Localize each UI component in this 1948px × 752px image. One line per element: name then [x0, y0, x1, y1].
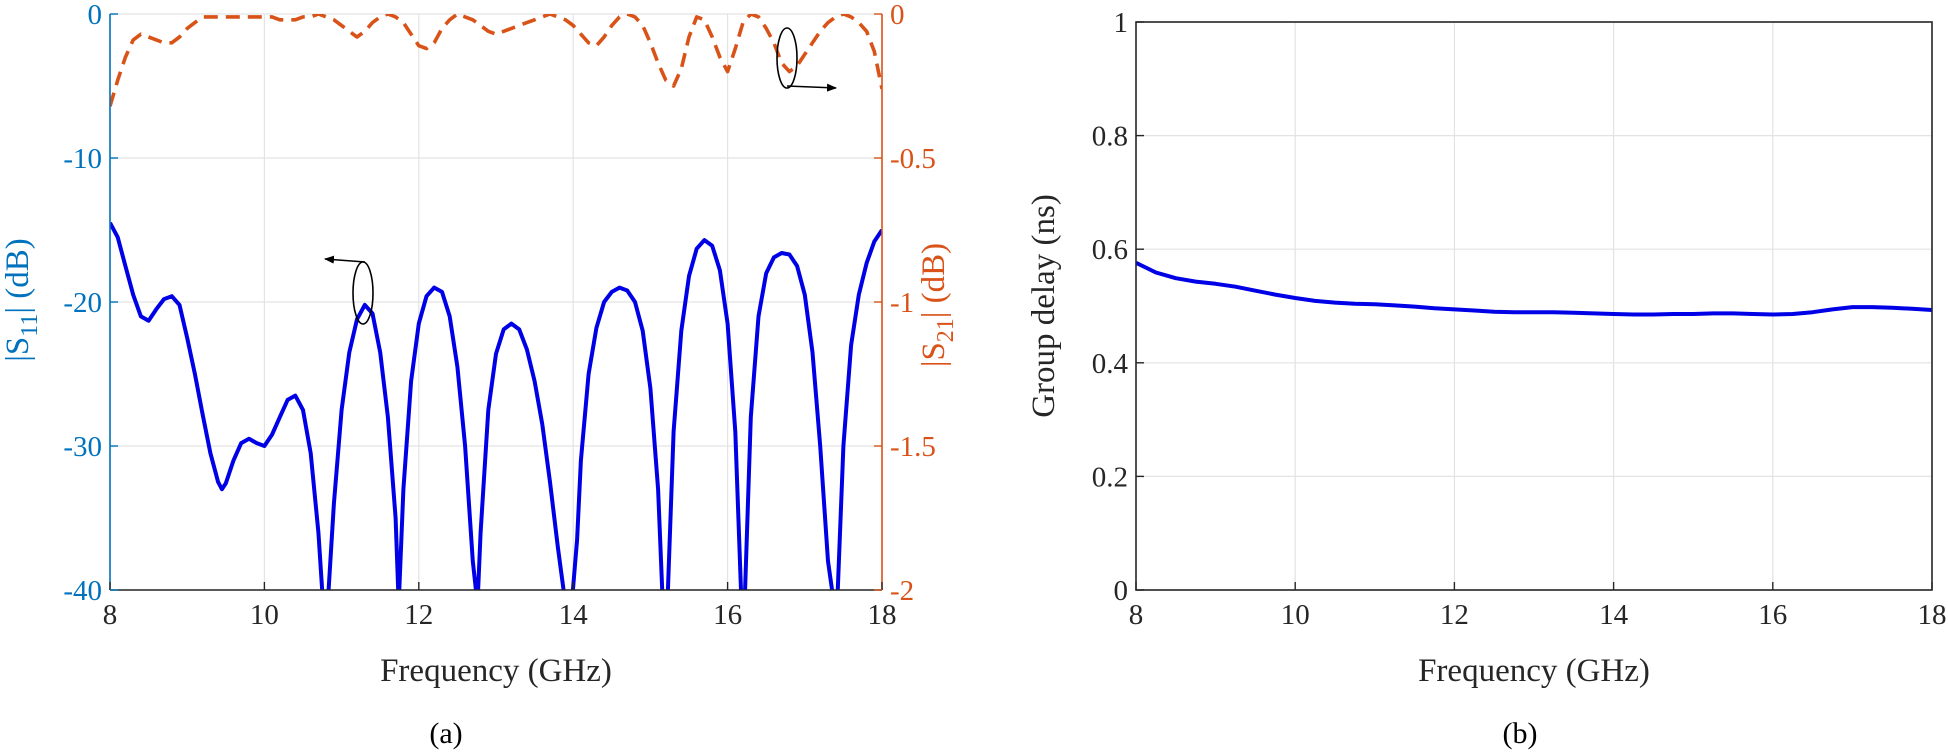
chart-a-right-ytick-label-3: -1.5: [890, 431, 936, 463]
chart-b-ticks: 8 10 12 14 16 18 0 0.2 0.4 0.6 0.8 1: [1092, 7, 1947, 631]
s21-annotation-ellipse: [776, 27, 798, 89]
chart-b-xtick-label-0: 8: [1129, 599, 1144, 631]
chart-b-xtick-label-2: 12: [1440, 599, 1469, 631]
chart-b-ytick-label-3: 0.6: [1092, 234, 1128, 266]
chart-b-xlabel: Frequency (GHz): [1418, 653, 1650, 689]
chart-a-annotations: [324, 27, 837, 325]
chart-a-xtick-label-4: 16: [713, 599, 742, 631]
s21-annotation-arrow: [786, 83, 837, 92]
chart-a-xtick-label-2: 12: [404, 599, 433, 631]
chart-a-xlabel: Frequency (GHz): [380, 653, 612, 689]
chart-b-xtick-label-4: 16: [1758, 599, 1787, 631]
chart-b-axes-box: [1135, 21, 1933, 591]
chart-b-ytick-label-5: 1: [1114, 7, 1129, 39]
chart-a-right-ylabel: |S21| (dB): [916, 243, 959, 367]
chart-a-right-ytick-label-4: -2: [890, 575, 914, 607]
chart-b-caption: (b): [1503, 717, 1538, 750]
chart-a-left-ytick-label-4: -40: [63, 575, 102, 607]
chart-b-axes: [1135, 21, 1933, 591]
s11-annotation-arrow: [324, 255, 366, 264]
chart-b-xtick-label-3: 14: [1599, 599, 1629, 631]
chart-a-right-ytick-label-0: 0: [890, 0, 905, 31]
chart-b-plot-area: [1136, 22, 1932, 590]
chart-a-left-ytick-label-2: -20: [63, 287, 102, 319]
chart-b-ylabel: Group delay (ns): [1026, 194, 1062, 418]
chart-a-xtick-label-5: 18: [868, 599, 897, 631]
chart-a: 8 10 12 14 16 18 0 -10 -20 -30 -40 0 -0.5 -1 -1.5 -2 Fr…: [0, 0, 959, 750]
chart-a-left-ytick-label-3: -30: [63, 431, 102, 463]
chart-a-caption: (a): [429, 717, 462, 750]
chart-a-right-ytick-label-1: -0.5: [890, 143, 936, 175]
chart-b: 8 10 12 14 16 18 0 0.2 0.4 0.6 0.8 1 Frequency (GHz…: [1026, 7, 1947, 750]
chart-b-ytick-label-0: 0: [1114, 575, 1129, 607]
chart-a-left-ytick-label-1: -10: [63, 143, 102, 175]
chart-b-group-delay-series: [1136, 261, 1932, 317]
chart-b-ytick-label-4: 0.8: [1092, 121, 1128, 153]
chart-a-ticks: 8 10 12 14 16 18 0 -10 -20 -30 -40 0 -0.5 -1 -1.5 -2: [63, 0, 936, 631]
chart-a-xtick-label-0: 8: [103, 599, 118, 631]
chart-a-left-ylabel: |S11| (dB): [0, 238, 43, 361]
chart-b-group-delay-line: [1136, 261, 1932, 317]
chart-b-ytick-label-1: 0.2: [1092, 461, 1128, 493]
chart-a-s11-series: [110, 221, 882, 590]
chart-a-left-ytick-label-0: 0: [88, 0, 103, 31]
chart-b-xtick-label-1: 10: [1281, 599, 1310, 631]
chart-b-xtick-label-5: 18: [1918, 599, 1947, 631]
chart-a-s21-series: [110, 14, 882, 107]
chart-a-xtick-label-1: 10: [250, 599, 279, 631]
chart-b-ytick-label-2: 0.4: [1092, 348, 1129, 380]
chart-a-right-ytick-label-2: -1: [890, 287, 914, 319]
chart-a-s21-line: [110, 14, 882, 107]
chart-a-s11-line: [110, 221, 882, 590]
chart-a-xtick-label-3: 14: [559, 599, 589, 631]
